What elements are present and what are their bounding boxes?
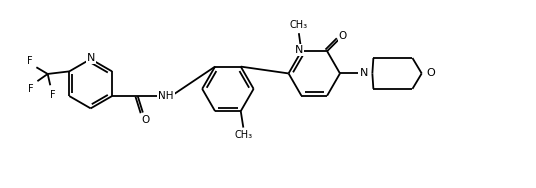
Text: CH₃: CH₃ [234, 130, 252, 140]
Text: N: N [360, 68, 368, 78]
Text: F: F [28, 84, 34, 94]
Text: O: O [338, 31, 347, 41]
Text: F: F [27, 56, 33, 66]
Text: O: O [142, 115, 150, 125]
Text: NH: NH [158, 91, 174, 101]
Text: O: O [427, 68, 435, 78]
Text: N: N [295, 45, 303, 55]
Text: N: N [86, 53, 95, 63]
Text: CH₃: CH₃ [290, 20, 308, 30]
Text: F: F [49, 89, 55, 99]
